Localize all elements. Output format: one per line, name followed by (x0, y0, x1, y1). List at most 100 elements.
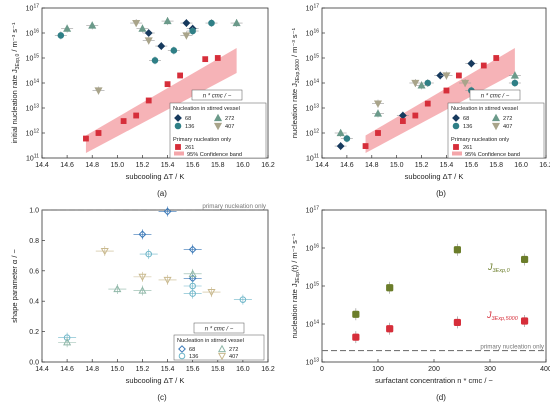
x-tick-label: 15.6 (186, 162, 200, 169)
reference-label: primary nucleation only (480, 344, 545, 351)
data-point (163, 16, 172, 25)
x-tick-label: 15.8 (489, 162, 503, 169)
series-407 (372, 71, 472, 108)
x-tick-label: 16.0 (236, 162, 250, 169)
panel-d: 0 100 200 300 400 1013 1014 1015 1016 1017 primary… (290, 206, 550, 403)
data-point (63, 338, 72, 346)
data-point (100, 247, 109, 256)
data-point (63, 24, 72, 32)
data-point (132, 19, 141, 28)
x-tick-label: 15.4 (440, 162, 454, 169)
data-point (164, 81, 171, 88)
panel-b: 14.4 14.6 14.8 15.0 15.2 15.4 15.6 15.8 16.0 16.2… (290, 4, 550, 199)
data-point (386, 325, 394, 333)
data-point (417, 81, 426, 89)
legend-label: 272 (229, 347, 238, 353)
data-point (120, 118, 127, 124)
x-tick-label: 16.2 (539, 162, 550, 169)
series-136 (54, 19, 218, 65)
y-tick-label: 1011 (306, 154, 319, 163)
legend-band-swatch (452, 151, 462, 156)
legend-title: Nucleation in stirred vessel (451, 106, 518, 112)
nstar-frame (193, 322, 245, 334)
y-tick-label: 1013 (26, 104, 40, 113)
data-point (373, 100, 383, 108)
y-tick-label: 1011 (26, 154, 39, 163)
legend-marker (178, 352, 186, 360)
legend-label: 407 (225, 124, 234, 130)
data-point (177, 72, 184, 79)
data-point (83, 135, 89, 142)
data-point (424, 79, 432, 87)
y-tick-label: 1012 (26, 129, 40, 138)
y-tick-label: 1013 (306, 358, 320, 367)
y-tick-label: 1012 (306, 129, 320, 138)
caption: (a) (157, 189, 167, 198)
y-axis-label: nucleation rate J3Exp,5000 / m⁻³ s⁻¹ (290, 27, 301, 138)
legend-label: 407 (229, 354, 238, 360)
y-tick-label: 1017 (26, 4, 40, 13)
series-136 (58, 249, 252, 343)
data-point (189, 27, 196, 35)
data-point (170, 47, 178, 54)
panel-c: 14.4 14.6 14.8 15.0 15.2 15.4 15.6 15.8 16.0 16.2… (10, 203, 275, 402)
x-tick-label: 14.8 (85, 162, 99, 169)
legend-primary-title: Primary nucleation only (451, 137, 509, 143)
x-tick-label: 15.0 (111, 162, 125, 169)
legend: Nucleation in stirred vessel 68 272 136 407 P… (447, 102, 545, 159)
legend-marker (217, 344, 227, 353)
data-point (214, 55, 221, 61)
x-tick-label: 15.6 (186, 366, 200, 373)
y-axis-label: shape parameter α / − (10, 249, 19, 323)
x-tick-label: 100 (372, 366, 384, 373)
x-tick-label: 15.4 (161, 366, 175, 373)
x-tick-label: 0 (320, 366, 324, 373)
data-point (207, 288, 216, 297)
legend-title: Nucleation in stirred vessel (173, 106, 240, 112)
series-261 (362, 55, 500, 149)
legend-marker (453, 144, 459, 150)
legend-label: 136 (463, 124, 472, 130)
series-272 (58, 268, 202, 348)
legend-marker (178, 345, 186, 353)
data-point (94, 87, 103, 95)
x-tick-label: 16.0 (236, 366, 250, 373)
data-point (151, 57, 159, 64)
data-point (182, 32, 191, 40)
x-tick-label: 15.8 (211, 162, 225, 169)
nstar-label-box: n * cmc / − (191, 89, 243, 101)
data-point (455, 72, 462, 79)
x-tick-label: 15.8 (211, 366, 225, 373)
data-point (57, 32, 65, 39)
x-tick-label: 14.4 (35, 162, 49, 169)
x-tick-label: 14.6 (340, 162, 354, 169)
data-point (163, 276, 172, 285)
data-point (453, 246, 461, 254)
legend-label: 272 (503, 116, 512, 122)
data-point (138, 230, 147, 239)
y-tick-label: 0.0 (29, 360, 39, 367)
nstar-text: n * cmc / − (205, 327, 234, 333)
legend-frame (169, 102, 267, 159)
x-tick-label: 15.6 (465, 162, 479, 169)
x-tick-label: 15.0 (390, 162, 404, 169)
data-point (375, 130, 381, 136)
y-tick-label: 1013 (306, 104, 320, 113)
data-point (202, 56, 209, 63)
series-272 (334, 71, 521, 137)
data-point (113, 284, 122, 293)
legend-label: 272 (225, 116, 234, 122)
data-point (144, 37, 153, 45)
nstar-label-box: n * cmc / − (193, 322, 245, 334)
data-point (157, 42, 166, 50)
legend-marker (175, 144, 181, 150)
x-tick-label: 14.8 (85, 366, 99, 373)
nstar-text: n * cmc / − (203, 94, 232, 100)
data-point (239, 296, 247, 303)
series-label: J3Exp,0 (487, 262, 511, 274)
data-point (336, 142, 345, 150)
y-tick-label: 1016 (306, 244, 320, 253)
reference-label: primary nucleation only (202, 203, 267, 210)
legend-label: 261 (463, 145, 472, 151)
legend-marker (491, 122, 501, 131)
